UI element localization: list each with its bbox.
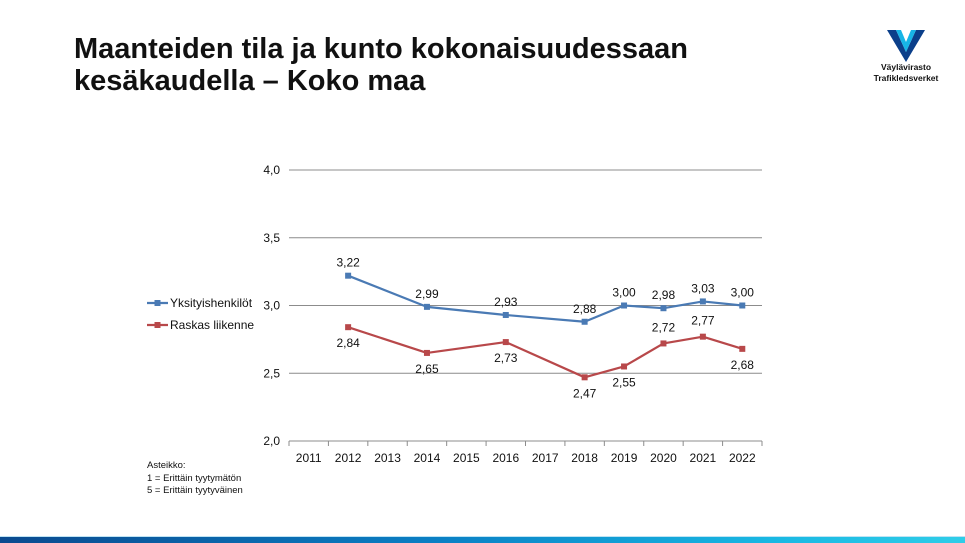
legend-marker-2 <box>154 322 161 328</box>
scale-note-line-1: 1 = Erittäin tyytymätön <box>147 472 242 484</box>
y-tick-label: 2,5 <box>263 366 280 380</box>
vaylavirasto-logo: Väylävirasto Trafikledsverket <box>862 30 950 84</box>
data-point-series-1 <box>423 303 430 310</box>
data-label-series-2: 2,77 <box>691 314 715 328</box>
x-tick-label: 2022 <box>729 451 756 465</box>
data-point-series-2 <box>502 339 509 346</box>
data-label-series-2: 2,84 <box>336 336 360 350</box>
data-point-series-2 <box>345 324 352 331</box>
scale-note: Asteikko: 1 = Erittäin tyytymätön 5 = Er… <box>147 460 243 498</box>
y-tick-label: 2,0 <box>263 434 280 448</box>
footer-gradient-bar <box>0 537 965 543</box>
x-tick-label: 2020 <box>650 451 677 465</box>
footer-accent-line <box>0 536 965 537</box>
data-point-series-2 <box>423 349 430 356</box>
series-line-1 <box>347 274 743 323</box>
legend-label-2: Raskas liikenne <box>170 318 254 332</box>
data-point-series-1 <box>660 305 667 312</box>
data-point-series-1 <box>699 298 706 305</box>
legend-marker-1 <box>154 300 161 306</box>
y-tick-label: 3,0 <box>263 299 280 313</box>
data-label-series-1: 3,03 <box>691 281 715 295</box>
data-label-series-2: 2,73 <box>494 351 518 365</box>
data-label-series-2: 2,72 <box>652 320 676 334</box>
slide-title: Maanteiden tila ja kunto kokonaisuudessa… <box>74 33 794 97</box>
logo-text-swedish: Trafikledsverket <box>873 73 939 83</box>
data-point-series-1 <box>502 311 509 318</box>
data-label-series-1: 3,00 <box>612 286 636 300</box>
data-point-series-2 <box>621 363 628 370</box>
data-label-series-2: 2,47 <box>573 386 597 400</box>
x-tick-label: 2019 <box>611 451 638 465</box>
data-label-series-1: 2,93 <box>494 295 518 309</box>
x-tick-label: 2015 <box>453 451 480 465</box>
data-label-series-2: 2,68 <box>731 358 755 372</box>
x-tick-label: 2018 <box>571 451 598 465</box>
y-tick-label: 4,0 <box>263 163 280 177</box>
x-tick-label: 2014 <box>414 451 441 465</box>
data-point-series-2 <box>739 345 746 352</box>
data-point-series-2 <box>699 333 706 340</box>
data-label-series-1: 2,88 <box>573 302 597 316</box>
data-point-series-1 <box>345 272 352 279</box>
data-point-series-1 <box>621 302 628 309</box>
x-tick-label: 2013 <box>374 451 401 465</box>
data-point-series-1 <box>739 302 746 309</box>
legend-label-1: Yksityishenkilöt <box>170 296 253 310</box>
x-tick-label: 2021 <box>690 451 717 465</box>
data-label-series-1: 3,00 <box>731 286 755 300</box>
x-tick-label: 2011 <box>296 451 322 465</box>
slide-title-line-2: kesäkaudella – Koko maa <box>74 65 426 97</box>
data-label-series-1: 3,22 <box>336 256 360 270</box>
data-label-series-1: 2,99 <box>415 287 439 301</box>
scale-note-line-2: 5 = Erittäin tyytyväinen <box>147 485 243 496</box>
data-point-series-2 <box>581 374 588 381</box>
data-label-series-1: 2,98 <box>652 288 676 302</box>
logo-text-finnish: Väylävirasto <box>880 62 932 72</box>
x-tick-label: 2012 <box>335 451 362 465</box>
data-point-series-2 <box>660 340 667 347</box>
slide-title-line-1: Maanteiden tila ja kunto kokonaisuudessa… <box>74 33 688 65</box>
v-logo-icon <box>887 30 925 62</box>
series-line-2 <box>347 326 743 379</box>
data-label-series-2: 2,65 <box>415 362 439 376</box>
y-tick-label: 3,5 <box>263 231 280 245</box>
x-tick-label: 2016 <box>492 451 519 465</box>
x-tick-label: 2017 <box>532 451 559 465</box>
data-point-series-1 <box>581 318 588 325</box>
data-label-series-2: 2,55 <box>612 375 636 389</box>
scale-note-heading: Asteikko: <box>147 460 186 471</box>
